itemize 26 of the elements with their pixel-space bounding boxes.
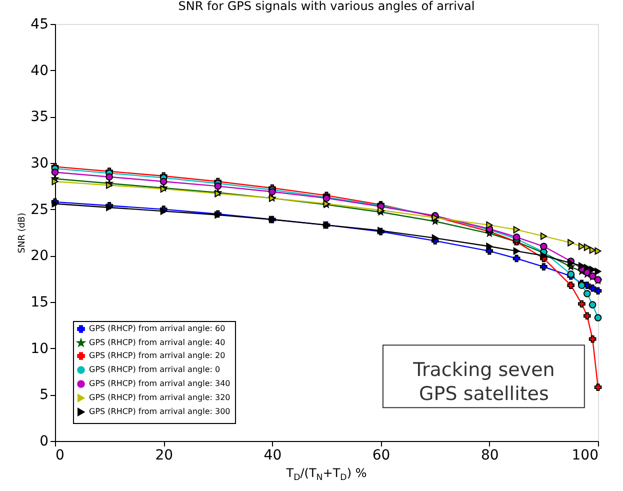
y-tick-label: 45 <box>30 16 48 32</box>
y-axis-title: SNR (dB) <box>18 212 28 254</box>
x-tick-label: 100 <box>572 448 598 464</box>
annotation: Tracking seven GPS satellites <box>412 359 555 406</box>
y-tick-label: 40 <box>30 62 48 79</box>
legend-label: GPS (RHCP) from arrival angle: 0 <box>89 365 220 374</box>
y-tick-label: 0 <box>40 434 48 450</box>
x-tick-label: 20 <box>155 448 174 464</box>
y-tick-label: 35 <box>30 109 48 126</box>
y-tick-label: 15 <box>30 294 48 310</box>
legend-label: GPS (RHCP) from arrival angle: 300 <box>89 407 230 416</box>
x-tick-label: 60 <box>372 448 390 464</box>
x-tick-label: 0 <box>56 448 64 464</box>
legend-label: GPS (RHCP) from arrival angle: 340 <box>89 379 230 388</box>
y-tick-label: 30 <box>30 156 48 172</box>
y-tick-label: 25 <box>30 202 48 218</box>
y-tick-label: 20 <box>30 248 48 264</box>
x-tick-label: 80 <box>480 448 499 464</box>
legend-label: GPS (RHCP) from arrival angle: 320 <box>89 393 230 402</box>
y-tick-label: 5 <box>40 387 48 404</box>
y-tick-label: 10 <box>30 340 48 357</box>
legend-label: GPS (RHCP) from arrival angle: 40 <box>89 338 226 347</box>
legend-label: GPS (RHCP) from arrival angle: 60 <box>89 324 226 333</box>
x-tick-label: 40 <box>264 448 282 464</box>
chart-title: SNR for GPS signals with various angles of arrival <box>178 0 475 13</box>
legend-label: GPS (RHCP) from arrival angle: 20 <box>89 351 226 360</box>
